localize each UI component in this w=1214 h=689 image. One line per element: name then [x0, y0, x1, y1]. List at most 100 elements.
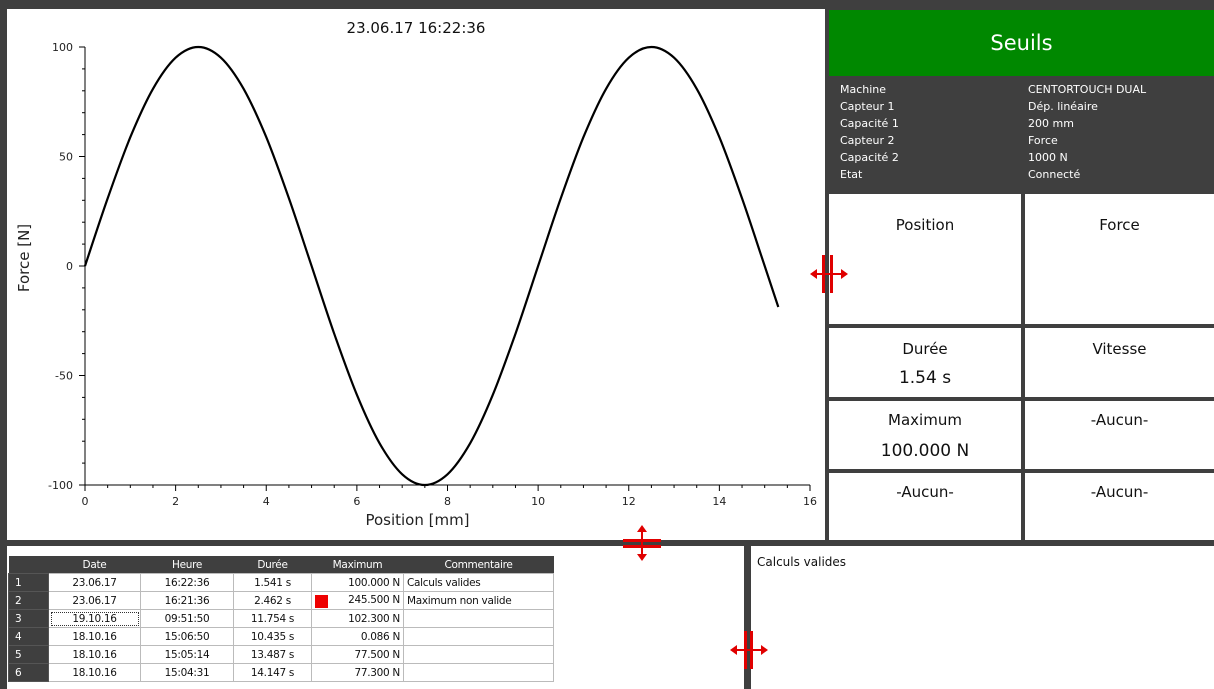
results-table-panel: Date Heure Durée Maximum Commentaire 1 2…: [7, 546, 744, 689]
cell-maximum: 77.300 N: [311, 663, 404, 682]
row-index: 4: [8, 627, 49, 646]
chart-timestamp: 23.06.17 16:22:36: [346, 19, 486, 37]
cell-duree: 13.487 s: [233, 645, 312, 664]
cell-label: Vitesse: [1092, 340, 1147, 358]
cell-date: 18.10.16: [48, 645, 141, 664]
series-line-0: [83, 45, 780, 487]
table-row[interactable]: 4 18.10.16 15:06:50 10.435 s 0.086 N: [8, 627, 554, 646]
cell-aucun-2[interactable]: -Aucun-: [829, 473, 1021, 540]
maximum-value: 102.300 N: [348, 612, 400, 625]
cell-aucun-3[interactable]: -Aucun-: [1025, 473, 1214, 540]
row-index: 3: [8, 609, 49, 628]
maximum-value: 77.500 N: [354, 648, 400, 661]
cell-date: 23.06.17: [48, 591, 141, 610]
bottom-splitter-handle[interactable]: [728, 629, 770, 671]
cell-duree: 2.462 s: [233, 591, 312, 610]
cell-commentaire: [403, 609, 554, 628]
cell-commentaire: [403, 663, 554, 682]
row-index: 5: [8, 645, 49, 664]
x-tick-label: 8: [444, 495, 451, 508]
info-key: Machine: [840, 83, 887, 96]
vertical-splitter-handle[interactable]: [808, 253, 850, 295]
cell-maximum: 100.000 N: [311, 573, 404, 592]
comment-panel[interactable]: Calculs valides: [751, 546, 1214, 689]
info-row-capacite1: Capacité 1 200 mm: [829, 117, 1214, 133]
cell-force[interactable]: Force: [1025, 194, 1214, 324]
cell-label: -Aucun-: [896, 483, 954, 501]
cell-value: 1.54 s: [898, 368, 952, 388]
x-tick-label: 12: [622, 495, 636, 508]
cell-value: 100.000 N: [880, 441, 970, 461]
resize-vertical-icon: [623, 525, 661, 561]
table-header-commentaire[interactable]: Commentaire: [403, 556, 554, 574]
table-row[interactable]: 3 19.10.16 09:51:50 11.754 s 102.300 N: [8, 609, 554, 628]
seuils-header[interactable]: Seuils: [829, 10, 1214, 76]
info-key: Capacité 1: [840, 117, 899, 130]
info-value: Connecté: [1028, 168, 1081, 181]
results-table: Date Heure Durée Maximum Commentaire 1 2…: [8, 556, 554, 682]
cell-aucun-1[interactable]: -Aucun-: [1025, 401, 1214, 469]
info-value: CENTORTOUCH DUAL: [1028, 83, 1147, 96]
info-value: 1000 N: [1028, 151, 1068, 164]
cell-heure: 15:04:31: [140, 663, 234, 682]
row-index: 6: [8, 663, 49, 682]
info-value: 200 mm: [1028, 117, 1074, 130]
maximum-value: 245.500 N: [348, 593, 400, 606]
cell-label: Durée: [902, 340, 948, 358]
table-row[interactable]: 6 18.10.16 15:04:31 14.147 s 77.300 N: [8, 663, 554, 682]
table-header-date[interactable]: Date: [48, 556, 141, 574]
cell-heure: 15:05:14: [140, 645, 234, 664]
cell-vitesse[interactable]: Vitesse: [1025, 328, 1214, 397]
cell-duree: 1.541 s: [233, 573, 312, 592]
info-row-machine: Machine CENTORTOUCH DUAL: [829, 83, 1214, 99]
cell-maximum: 102.300 N: [311, 609, 404, 628]
cell-position[interactable]: Position: [829, 194, 1021, 324]
cell-heure: 15:06:50: [140, 627, 234, 646]
cell-heure: 16:21:36: [140, 591, 234, 610]
resize-horizontal-icon: [810, 255, 848, 293]
cell-commentaire: [403, 645, 554, 664]
info-key: Capacité 2: [840, 151, 899, 164]
y-tick-label: 100: [52, 41, 73, 54]
info-row-capteur2: Capteur 2 Force: [829, 134, 1214, 150]
cell-label: Maximum: [888, 411, 962, 429]
table-header-maximum[interactable]: Maximum: [311, 556, 404, 574]
chart-panel: 0 2 4 6 8 10 12 14 16 100 50 0 -50 -100 Position [mm] F…: [7, 9, 825, 540]
maximum-value: 77.300 N: [354, 666, 400, 679]
y-tick-label: 50: [59, 151, 73, 164]
machine-info-panel: Machine CENTORTOUCH DUAL Capteur 1 Dép. …: [829, 76, 1214, 190]
invalid-flag-icon: [315, 594, 328, 608]
info-key: Etat: [840, 168, 863, 181]
cell-commentaire: [403, 627, 554, 646]
info-key: Capteur 1: [840, 100, 895, 113]
row-index: 2: [8, 591, 49, 610]
cell-commentaire: Maximum non valide: [403, 591, 554, 610]
cell-duree[interactable]: Durée 1.54 s: [829, 328, 1021, 397]
info-row-etat: Etat Connecté: [829, 168, 1214, 184]
x-tick-label: 10: [531, 495, 545, 508]
y-tick-label: -50: [55, 370, 73, 383]
table-header-index: [8, 556, 49, 574]
resize-horizontal-icon: [730, 631, 768, 669]
cell-commentaire: Calculs valides: [403, 573, 554, 592]
table-row[interactable]: 5 18.10.16 15:05:14 13.487 s 77.500 N: [8, 645, 554, 664]
info-value: Force: [1028, 134, 1058, 147]
info-value: Dép. linéaire: [1028, 100, 1098, 113]
table-row[interactable]: 1 23.06.17 16:22:36 1.541 s 100.000 N Ca…: [8, 573, 554, 592]
cell-date: 23.06.17: [48, 573, 141, 592]
cell-date: 19.10.16: [48, 609, 141, 628]
x-tick-label: 2: [172, 495, 179, 508]
cell-maximum: 0.086 N: [311, 627, 404, 646]
x-tick-label: 4: [263, 495, 270, 508]
force-position-chart: 0 2 4 6 8 10 12 14 16 100 50 0 -50 -100 Position [mm] F…: [15, 41, 817, 529]
cell-maximum[interactable]: Maximum 100.000 N: [829, 401, 1021, 469]
cell-duree: 10.435 s: [233, 627, 312, 646]
horizontal-splitter-handle[interactable]: [621, 524, 663, 562]
table-row[interactable]: 2 23.06.17 16:21:36 2.462 s 245.500 N Ma…: [8, 591, 554, 610]
info-row-capteur1: Capteur 1 Dép. linéaire: [829, 100, 1214, 116]
comment-text: Calculs valides: [757, 555, 847, 569]
table-header-duree[interactable]: Durée: [233, 556, 312, 574]
table-header-heure[interactable]: Heure: [140, 556, 234, 574]
cell-date: 18.10.16: [48, 627, 141, 646]
table-header-row: Date Heure Durée Maximum Commentaire: [8, 556, 554, 574]
